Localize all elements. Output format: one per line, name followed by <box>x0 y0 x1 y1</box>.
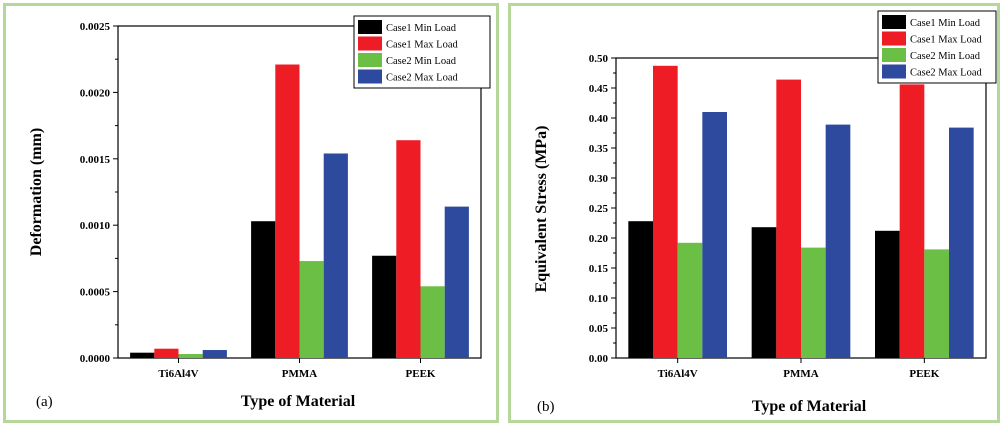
y-tick-label: 0.0020 <box>80 87 111 99</box>
x-tick-label: PEEK <box>909 368 939 380</box>
bar <box>444 206 469 358</box>
bar <box>299 261 324 358</box>
equivalent-stress-chart: 0.00 0.05 0.10 0.15 0.20 0.25 0.30 0.35 0.40 0.45… <box>533 10 997 415</box>
bar <box>801 247 826 358</box>
y-tick-label: 0.0000 <box>80 353 111 365</box>
legend-label: Case2 Max Load <box>910 68 982 79</box>
x-tick-label: Ti6Al4V <box>158 368 198 380</box>
panel-letter: (b) <box>537 399 555 415</box>
y-tick-label: 0.0010 <box>80 220 111 232</box>
bar <box>751 227 777 358</box>
legend-swatch <box>882 48 906 62</box>
y-tick-label: 0.0025 <box>80 21 111 33</box>
x-tick-label: PEEK <box>406 368 436 380</box>
bar <box>251 221 276 358</box>
y-axis-title: Equivalent Stress (MPa) <box>533 126 550 293</box>
bar <box>949 127 974 358</box>
bar <box>899 84 925 359</box>
y-axis-title: Deformation (mm) <box>28 128 45 256</box>
y-tick-label: 0.25 <box>589 203 609 215</box>
legend-label: Case1 Max Load <box>386 40 458 51</box>
legend-swatch <box>882 64 906 79</box>
bar <box>130 352 155 358</box>
bar <box>677 242 703 358</box>
x-tick-label: PMMA <box>783 368 818 380</box>
bar <box>653 65 678 359</box>
bar <box>396 140 421 358</box>
bar <box>323 153 348 358</box>
y-tick-label: 0.35 <box>589 143 609 155</box>
y-tick-label: 0.30 <box>589 173 609 185</box>
legend-swatch <box>358 20 382 34</box>
x-tick-label: PMMA <box>282 368 317 380</box>
y-tick-label: 0.50 <box>589 53 609 65</box>
bar <box>202 350 227 358</box>
legend-swatch <box>882 31 906 46</box>
bar <box>875 230 900 358</box>
legend-label: Case1 Min Load <box>910 18 981 29</box>
y-tick-label: 0.15 <box>589 263 609 275</box>
bar <box>420 286 445 358</box>
bar <box>154 348 179 358</box>
bar <box>776 79 801 358</box>
bar <box>702 112 727 358</box>
legend-label: Case1 Min Load <box>386 23 457 34</box>
legend-label: Case2 Min Load <box>386 56 457 67</box>
bar <box>628 221 653 358</box>
legend-swatch <box>358 53 382 67</box>
bar <box>178 354 203 358</box>
legend-label: Case2 Max Load <box>386 73 458 84</box>
legend-label: Case2 Min Load <box>910 51 981 62</box>
bar <box>924 249 949 358</box>
y-tick-label: 0.0015 <box>80 154 111 166</box>
x-tick-label: Ti6Al4V <box>658 368 698 380</box>
bar <box>275 64 300 359</box>
y-tick-label: 0.0005 <box>80 287 111 299</box>
chart-panel-a: 0.0000 0.0005 0.0010 0.0015 0.0020 0.0025 Ti6A… <box>3 3 499 423</box>
chart-panel-b: 0.00 0.05 0.10 0.15 0.20 0.25 0.30 0.35 0.40 0.45… <box>508 3 1000 423</box>
y-tick-label: 0.10 <box>589 293 609 305</box>
legend-label: Case1 Max Load <box>910 35 982 46</box>
x-axis-title: Type of Material <box>241 393 356 410</box>
y-tick-label: 0.20 <box>589 233 609 245</box>
y-tick-label: 0.00 <box>589 353 609 365</box>
deformation-chart: 0.0000 0.0005 0.0010 0.0015 0.0020 0.0025 Ti6A… <box>28 15 491 410</box>
legend-swatch <box>882 15 906 29</box>
y-tick-label: 0.05 <box>589 323 609 335</box>
bar <box>825 124 851 358</box>
panel-letter: (a) <box>36 394 53 410</box>
y-tick-label: 0.45 <box>589 83 609 95</box>
x-axis-title: Type of Material <box>752 398 867 415</box>
legend-swatch <box>358 36 382 51</box>
bar <box>372 255 397 358</box>
legend-swatch <box>358 69 382 84</box>
y-tick-label: 0.40 <box>589 113 609 125</box>
